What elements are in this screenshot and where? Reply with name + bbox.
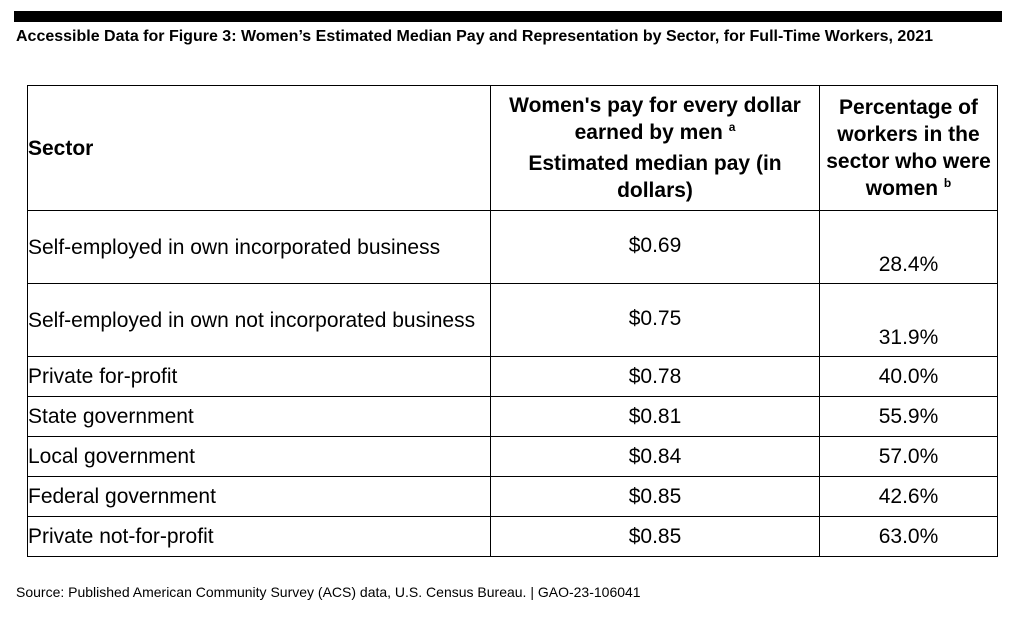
pay-cell: $0.78 — [490, 356, 820, 397]
footnote-marker-b: b — [943, 176, 952, 190]
percentage-cell: 57.0% — [819, 436, 998, 477]
pay-cell: $0.85 — [490, 476, 820, 517]
percentage-cell: 40.0% — [819, 356, 998, 397]
pay-cell: $0.84 — [490, 436, 820, 477]
header-pay-title-text: Women's pay for every dollar earned by m… — [509, 94, 801, 144]
pay-cell: $0.85 — [490, 516, 820, 557]
sector-cell: Federal government — [27, 476, 491, 517]
table-row: Private for-profit $0.78 40.0% — [27, 356, 998, 397]
table-row: Local government $0.84 57.0% — [27, 436, 998, 477]
header-pay-title: Women's pay for every dollar earned by m… — [491, 92, 819, 146]
percentage-cell: 55.9% — [819, 396, 998, 437]
document-title: Accessible Data for Figure 3: Women’s Es… — [16, 28, 934, 45]
header-row: Sector Women's pay for every dollar earn… — [27, 85, 998, 211]
footnote-marker-a: a — [728, 120, 736, 134]
header-percentage-text: Percentage of workers in the sector who … — [826, 96, 991, 200]
header-pay-subtitle: Estimated median pay (in dollars) — [528, 152, 782, 202]
percentage-cell: 63.0% — [819, 516, 998, 557]
percentage-cell: 31.9% — [819, 283, 998, 357]
header-sector-label: Sector — [28, 136, 94, 160]
table-row: Private not-for-profit $0.85 63.0% — [27, 516, 998, 557]
sector-cell: Private for-profit — [27, 356, 491, 397]
source-note: Source: Published American Community Sur… — [16, 584, 641, 600]
percentage-cell: 42.6% — [819, 476, 998, 517]
header-sector: Sector — [27, 85, 491, 211]
pay-cell: $0.81 — [490, 396, 820, 437]
table-row: Federal government $0.85 42.6% — [27, 476, 998, 517]
top-rule — [14, 11, 1002, 22]
header-pay: Women's pay for every dollar earned by m… — [490, 85, 820, 211]
sector-cell: State government — [27, 396, 491, 437]
pay-cell: $0.69 — [490, 210, 820, 284]
table-row: State government $0.81 55.9% — [27, 396, 998, 437]
sector-cell: Private not-for-profit — [27, 516, 491, 557]
data-table: Sector Women's pay for every dollar earn… — [27, 85, 998, 557]
sector-cell: Self-employed in own not incorporated bu… — [27, 283, 491, 357]
table-row: Self-employed in own incorporated busine… — [27, 210, 998, 284]
header-percentage: Percentage of workers in the sector who … — [819, 85, 998, 211]
percentage-cell: 28.4% — [819, 210, 998, 284]
table-row: Self-employed in own not incorporated bu… — [27, 283, 998, 357]
sector-cell: Local government — [27, 436, 491, 477]
pay-cell: $0.75 — [490, 283, 820, 357]
sector-cell: Self-employed in own incorporated busine… — [27, 210, 491, 284]
